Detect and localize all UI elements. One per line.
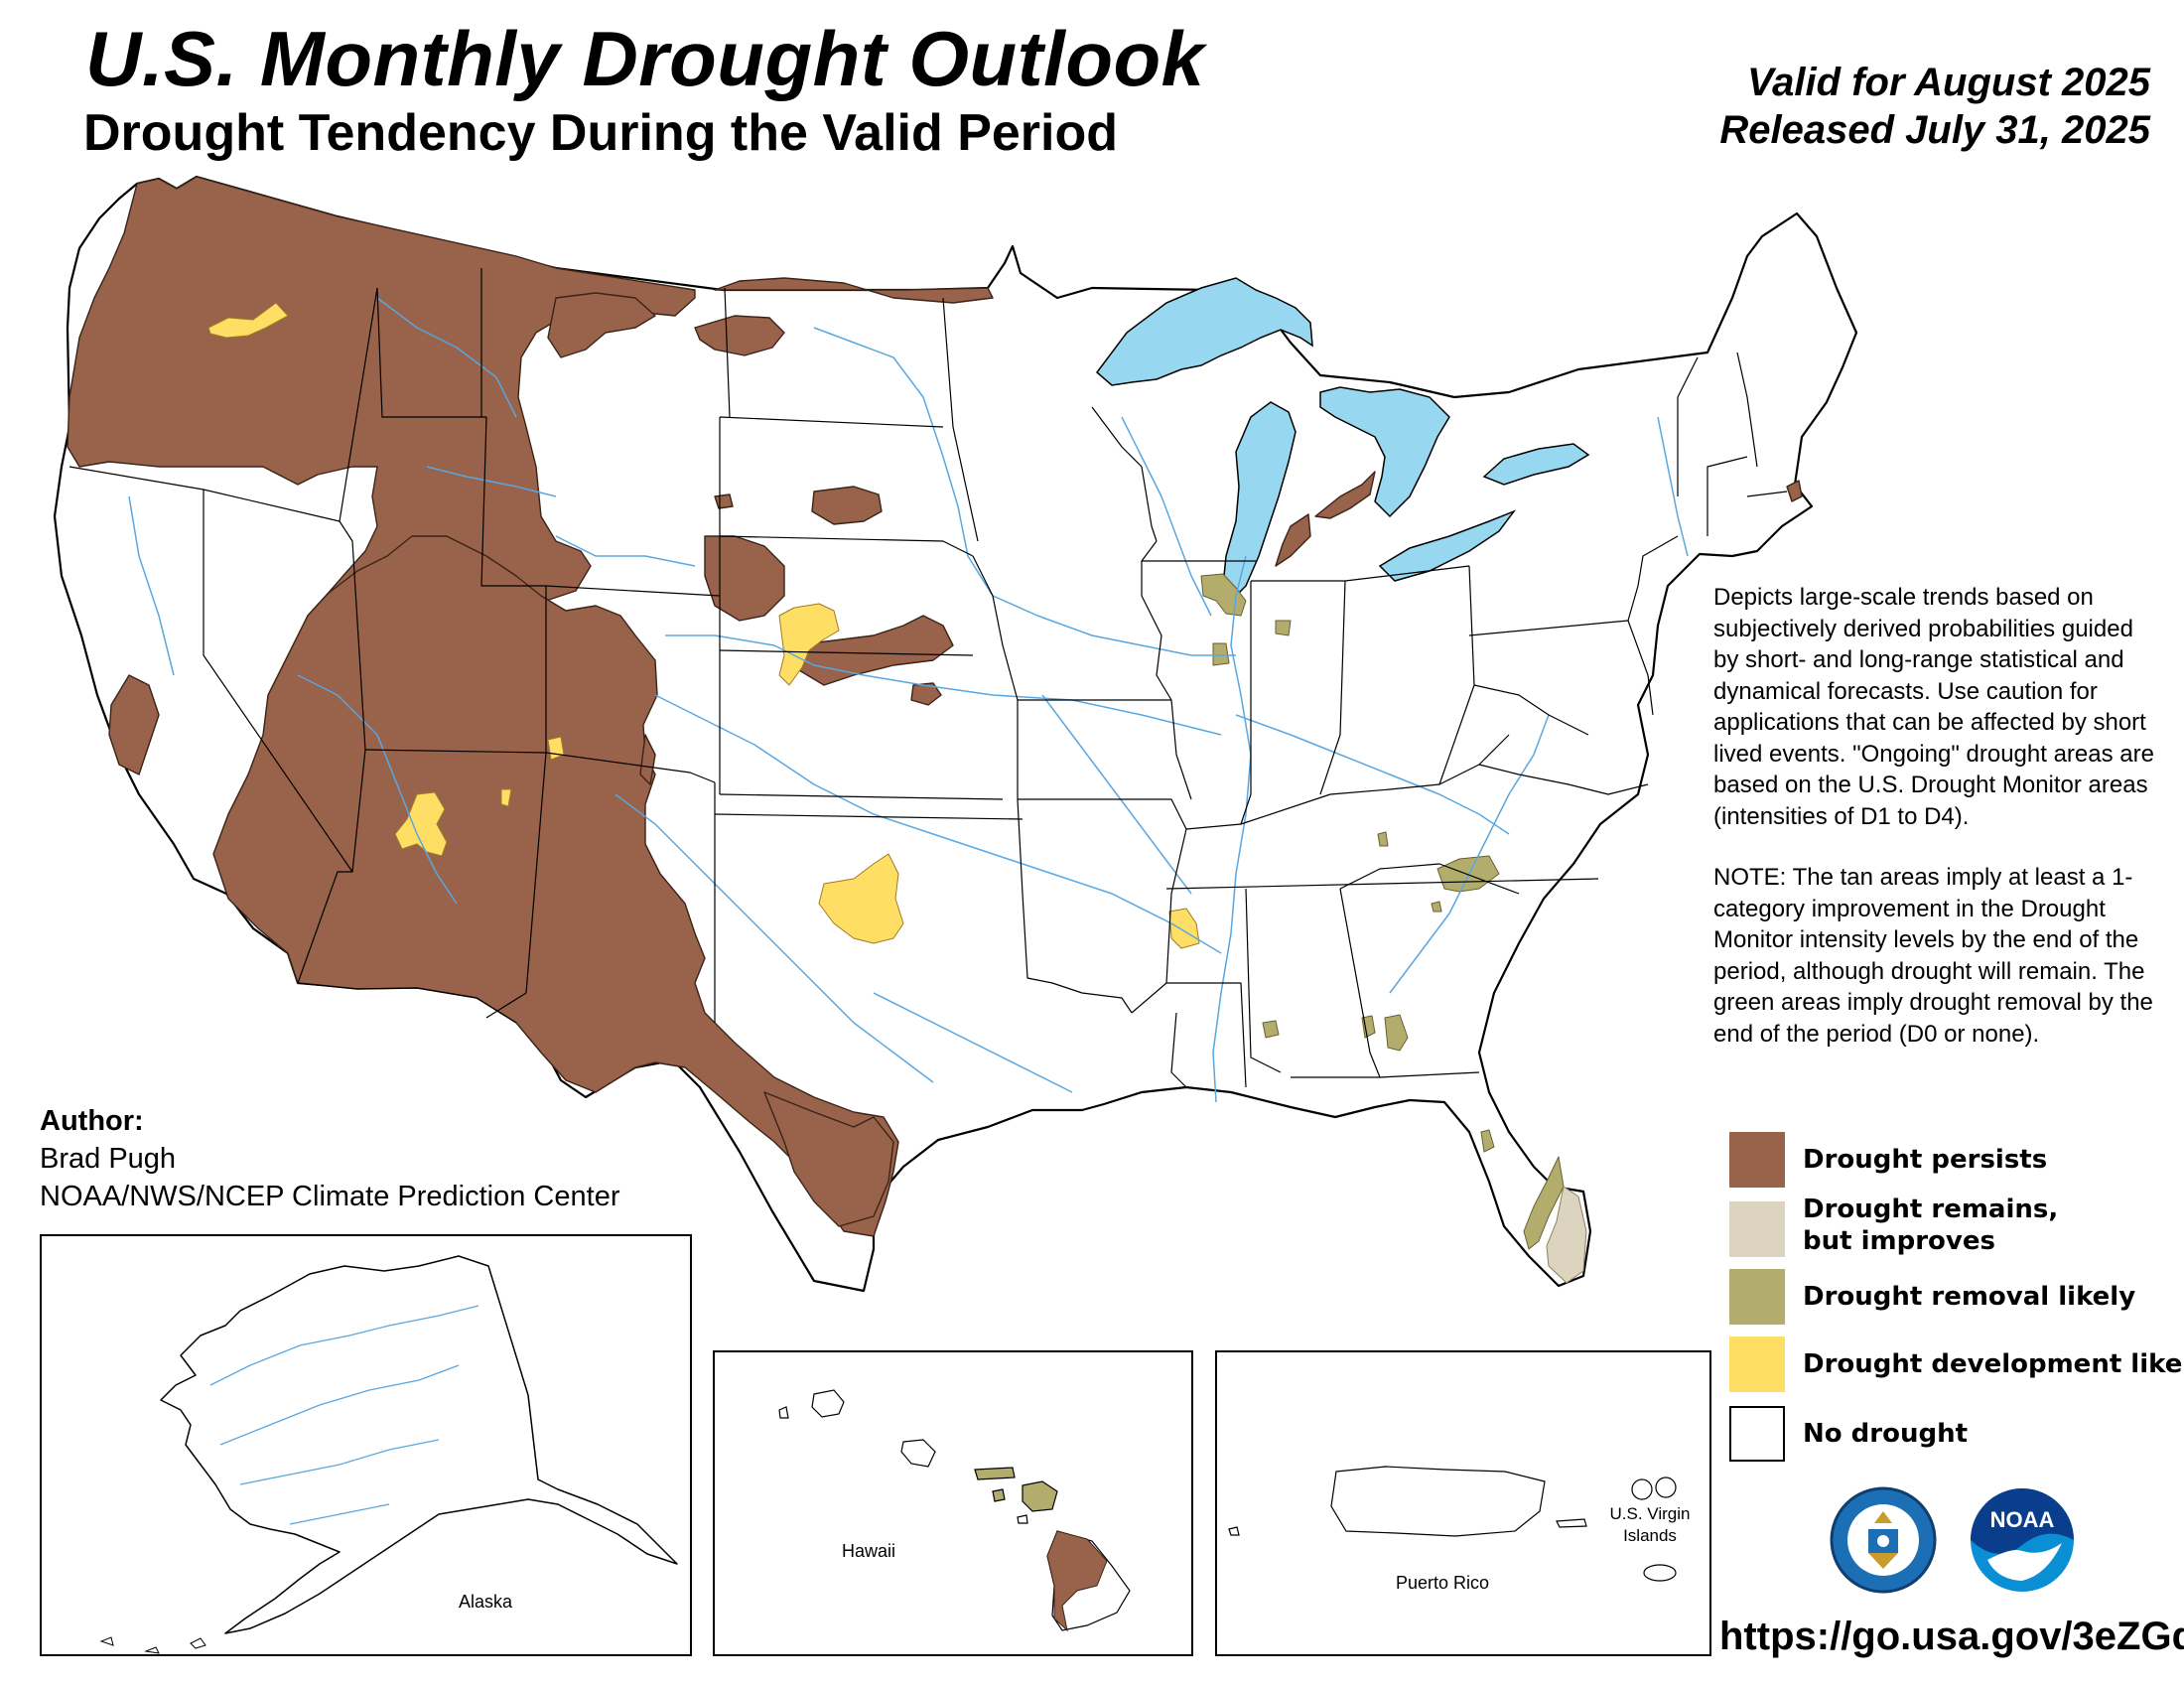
hawaii-inset: Hawaii [713, 1350, 1193, 1656]
noaa-logo: NOAA [1971, 1488, 2074, 1592]
california-persists [108, 674, 160, 775]
lake-ontario [1482, 443, 1590, 486]
florida-improves [1546, 1186, 1587, 1284]
montana-wyoming-persists [714, 277, 994, 304]
kansas-persists [910, 682, 942, 706]
alaska-map [99, 1255, 678, 1654]
author-block: Author: Brad Pugh NOAA/NWS/NCEP Climate … [40, 1102, 619, 1215]
mississippi-development [1168, 908, 1200, 949]
michigan-persists-2 [1275, 513, 1311, 567]
st-john-island [1655, 1477, 1677, 1498]
oklahoma-development [818, 853, 904, 944]
hawaii-label: Hawaii [842, 1541, 896, 1561]
us-mexico-border [297, 982, 517, 1024]
alaska-inset: Alaska [40, 1234, 692, 1656]
legend-item-removal: Drought removal likely [1729, 1269, 2184, 1329]
legend-label-removal: Drought removal likely [1803, 1282, 2136, 1312]
outlook-url-link[interactable]: https://go.usa.gov/3eZGd [1719, 1615, 2184, 1658]
maui-island [1022, 1480, 1058, 1512]
florida-removal [1480, 1129, 1495, 1153]
nebraska-persists-2 [793, 615, 954, 686]
legend-item-persists: Drought persists [1729, 1132, 2184, 1192]
legend-label-persists: Drought persists [1803, 1145, 2048, 1175]
puerto-rico-inset: Puerto Rico U.S. Virgin Islands [1215, 1350, 1711, 1656]
hawaii-map [778, 1389, 1131, 1632]
kentucky-removal [1377, 831, 1389, 847]
molokai-island [974, 1467, 1016, 1480]
alabama-removal [1361, 1015, 1376, 1039]
kahoolawe-island [1017, 1514, 1028, 1524]
lanai-island [992, 1488, 1006, 1502]
legend-label-development: Drought development likely [1803, 1349, 2184, 1379]
idaho-montana-interior [547, 292, 656, 358]
arizona-development-2 [500, 788, 512, 807]
texas-persists [763, 1091, 894, 1227]
legend-label-improves: Drought remains, but improves [1803, 1195, 2059, 1256]
release-date: Released July 31, 2025 [1719, 108, 2150, 152]
indiana-removal [1275, 620, 1292, 636]
lake-huron [1319, 386, 1450, 518]
author-org: NOAA/NWS/NCEP Climate Prediction Center [40, 1181, 620, 1212]
lake-erie [1378, 509, 1517, 582]
michigan-persists-1 [1314, 471, 1376, 519]
mona-island [1228, 1526, 1240, 1536]
colorado-persists-2 [639, 734, 656, 785]
nebraska-kansas-development [778, 603, 840, 686]
legend-item-improves: Drought remains, but improves [1729, 1195, 2184, 1261]
sd-persists-1 [811, 486, 883, 525]
noaa-logo-text: NOAA [1990, 1507, 2055, 1532]
commerce-seal-logo [1830, 1486, 1937, 1594]
gulf-removal [1262, 1020, 1280, 1039]
st-thomas-island [1631, 1478, 1653, 1500]
legend-swatch-removal [1729, 1269, 1785, 1325]
georgia-removal [1384, 1014, 1409, 1052]
lake-superior [1095, 277, 1313, 386]
author-name: Brad Pugh [40, 1143, 177, 1175]
legend-item-development: Drought development likely [1729, 1336, 2184, 1396]
map-title: U.S. Monthly Drought Outlook [85, 15, 1205, 102]
legend-swatch-improves [1729, 1201, 1785, 1257]
legend-swatch-development [1729, 1336, 1785, 1392]
niihau-island [778, 1406, 789, 1419]
description-panel: Depicts large-scale trends based on subj… [1713, 582, 2160, 1079]
oahu-island [900, 1439, 936, 1468]
legend-item-none: No drought [1729, 1406, 2184, 1466]
georgia-removal-2 [1431, 901, 1442, 913]
sd-persists-2 [714, 493, 734, 509]
big-island-persists [1046, 1530, 1108, 1632]
vieques-island [1556, 1518, 1587, 1528]
illinois-removal-2 [1212, 642, 1230, 666]
legend-swatch-persists [1729, 1132, 1785, 1188]
st-croix-island [1643, 1564, 1677, 1582]
alaska-label: Alaska [459, 1592, 513, 1612]
puerto-rico-label: Puerto Rico [1396, 1573, 1490, 1593]
kauai-island [811, 1389, 845, 1418]
alaska-outline [160, 1255, 678, 1634]
puerto-rico-island [1330, 1466, 1546, 1537]
virgin-islands-label: U.S. Virgin Islands [1609, 1504, 1691, 1545]
oregon-development [207, 302, 289, 339]
lake-michigan [1222, 401, 1297, 603]
note-paragraph: NOTE: The tan areas imply at least a 1-c… [1713, 864, 2153, 1048]
florida-removal-2 [1523, 1156, 1565, 1250]
puerto-rico-map [1228, 1466, 1677, 1582]
map-subtitle: Drought Tendency During the Valid Period [83, 104, 1119, 162]
nebraska-persists [704, 535, 785, 622]
description-paragraph: Depicts large-scale trends based on subj… [1713, 584, 2154, 830]
valid-period: Valid for August 2025 [1746, 61, 2150, 104]
author-heading: Author: [40, 1105, 144, 1137]
legend-swatch-none [1729, 1406, 1785, 1462]
massachusetts-persists [1786, 480, 1803, 502]
legend-label-none: No drought [1803, 1419, 1969, 1449]
arizona-development [394, 791, 448, 857]
drought-persists-areas [67, 176, 1803, 1237]
state-boundaries [68, 268, 1788, 1088]
north-dakota-persists [694, 315, 785, 356]
rivers [128, 297, 1689, 1103]
